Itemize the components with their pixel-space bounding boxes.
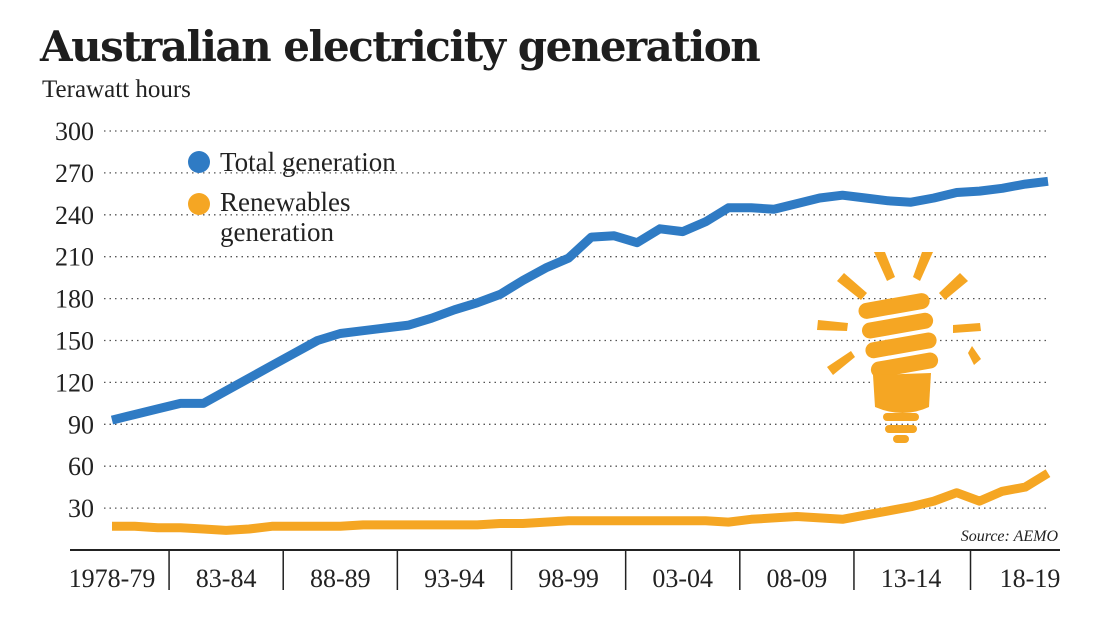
y-tick-label: 300	[55, 117, 94, 146]
y-axis-ticks: 30 60 90 120 150 180 210 240 270 300	[55, 117, 94, 523]
ray	[953, 323, 981, 333]
ray	[837, 273, 867, 300]
legend-item-total: Total generation	[188, 147, 396, 177]
legend-marker-renewables	[188, 193, 210, 215]
series-line-total	[110, 176, 1049, 425]
chart-title: Australian electricity generation	[40, 22, 761, 71]
x-axis: 1978-79 83-84 88-89 93-94 98-99 03-04 08-09 13-…	[69, 549, 1061, 593]
series-lines	[110, 176, 1051, 535]
y-tick-label: 30	[68, 494, 94, 523]
x-tick-label: 83-84	[196, 564, 257, 593]
y-tick-label: 270	[55, 159, 94, 188]
legend: Total generation Renewables generation	[188, 147, 396, 247]
y-tick-label: 150	[55, 327, 94, 356]
ray	[939, 273, 968, 300]
legend-item-renewables: Renewables generation	[188, 187, 357, 247]
legend-label-renewables: Renewables generation	[220, 187, 357, 247]
y-tick-label: 120	[55, 368, 94, 397]
spiral-coil	[865, 332, 937, 359]
x-tick-label: 03-04	[652, 564, 713, 593]
x-tick-label: 13-14	[881, 564, 942, 593]
ray	[817, 320, 848, 331]
bulb-base	[873, 373, 931, 413]
x-tick-label: 88-89	[310, 564, 371, 593]
ray	[827, 351, 855, 375]
x-tick-label: 98-99	[538, 564, 599, 593]
legend-label-renewables-line1: Renewables	[220, 187, 350, 217]
grid-lines	[104, 130, 1050, 509]
x-tick-label: 1978-79	[69, 564, 156, 593]
y-tick-label: 210	[55, 243, 94, 272]
ray	[913, 252, 933, 281]
legend-label-renewables-line2: generation	[220, 217, 334, 247]
y-tick-label: 60	[68, 452, 94, 481]
ray	[874, 252, 895, 281]
spiral-coil	[870, 352, 939, 378]
bulb-tip	[893, 435, 909, 443]
legend-label-total: Total generation	[220, 147, 396, 177]
x-tick-label: 08-09	[767, 564, 828, 593]
x-tick-label: 93-94	[424, 564, 485, 593]
y-tick-label: 180	[55, 285, 94, 314]
legend-marker-total	[188, 151, 210, 173]
bulb-cap-ring	[883, 413, 919, 421]
spiral-coil	[858, 293, 930, 319]
lightbulb-icon	[817, 252, 981, 443]
spiral-coil	[861, 312, 934, 339]
bulb-cap-ring	[885, 425, 917, 433]
y-tick-label: 240	[55, 201, 94, 230]
x-tick-label: 18-19	[1000, 564, 1061, 593]
series-line-renewables	[112, 469, 1051, 535]
y-tick-label: 90	[68, 410, 94, 439]
source-note: Source: AEMO	[961, 528, 1059, 545]
ray	[968, 346, 981, 365]
y-axis-unit-label: Terawatt hours	[42, 76, 191, 103]
